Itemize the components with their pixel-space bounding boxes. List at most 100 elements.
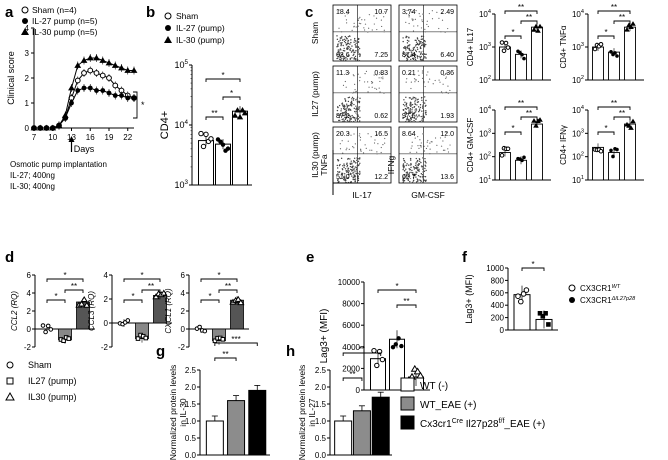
flow-event: [351, 114, 353, 117]
quadrant-value: 65.7: [402, 174, 416, 181]
flow-event: [408, 109, 410, 111]
flow-event: [449, 144, 451, 146]
flow-event: [420, 42, 422, 44]
flow-event: [371, 29, 373, 31]
flow-event: [421, 44, 423, 46]
flow-event: [438, 79, 440, 81]
flow-event: [412, 114, 414, 116]
flow-event: [402, 40, 404, 43]
flow-event: [402, 47, 405, 49]
data-point: [48, 327, 54, 332]
flow-event: [336, 35, 338, 37]
data-point: [106, 75, 112, 81]
y-tick-label: 0.0: [185, 451, 197, 460]
flow-event: [367, 81, 369, 83]
flow-event: [446, 72, 448, 74]
flow-event: [339, 48, 342, 50]
flow-event: [336, 106, 339, 108]
flow-event: [402, 179, 404, 182]
flow-event: [406, 172, 409, 174]
panel-label-b: b: [146, 4, 155, 21]
panel-label-h: h: [286, 343, 295, 360]
flow-event: [343, 108, 346, 111]
flow-event: [415, 39, 417, 42]
flow-event: [418, 110, 420, 113]
series-line: [34, 57, 134, 129]
y-axis-label: CD4+: [159, 111, 171, 139]
annotation: Osmotic pump implantation: [10, 160, 107, 169]
flow-event: [447, 151, 450, 153]
significance-label: ***: [231, 335, 240, 344]
flow-event: [353, 41, 355, 43]
tick-label: 101: [479, 175, 491, 185]
flow-event: [350, 121, 353, 123]
flow-event: [341, 118, 343, 121]
flow-event: [363, 27, 365, 29]
flow-event: [355, 91, 357, 93]
flow-event: [413, 57, 415, 60]
y-axis-label: Lag3+ (MFI): [464, 274, 474, 323]
flow-event: [346, 164, 349, 167]
flow-event: [355, 112, 357, 114]
data-point: [99, 57, 107, 63]
flow-event: [416, 178, 418, 180]
flow-event: [406, 78, 408, 80]
flow-event: [349, 58, 351, 60]
flow-event: [353, 22, 355, 24]
flow-event: [411, 109, 413, 111]
flow-event: [425, 99, 427, 102]
flow-event: [354, 43, 356, 46]
flow-plot: [332, 4, 392, 62]
flow-event: [414, 81, 416, 83]
flow-event: [405, 36, 407, 39]
flow-event: [345, 117, 347, 120]
y-tick-label: 4000: [342, 343, 360, 352]
flow-event: [339, 42, 341, 44]
flow-event: [347, 170, 349, 172]
panel-label-a: a: [5, 4, 14, 21]
flow-event: [413, 117, 415, 119]
tick-label: 105: [174, 59, 188, 70]
flow-event: [342, 118, 345, 120]
flow-event: [352, 74, 354, 76]
legend-marker: [6, 361, 14, 369]
bar: [371, 396, 390, 456]
flow-event: [373, 15, 375, 17]
significance-label: **: [611, 3, 617, 12]
flow-event: [413, 106, 415, 108]
flow-event: [348, 104, 350, 107]
flow-event: [423, 81, 425, 83]
data-point: [609, 148, 613, 153]
flow-event: [356, 101, 359, 104]
flow-event: [436, 11, 438, 13]
row-label: IL27 (pump): [310, 71, 320, 117]
data-point: [592, 46, 598, 52]
flow-event: [406, 163, 408, 165]
significance-label: *: [230, 89, 233, 98]
flow-event: [342, 44, 344, 47]
flow-event: [424, 40, 426, 43]
flow-event: [406, 45, 409, 47]
flow-event: [418, 108, 421, 110]
data-point: [537, 310, 543, 316]
data-point: [135, 336, 141, 341]
flow-event: [413, 96, 416, 99]
flow-event: [406, 46, 409, 49]
flow-event: [414, 58, 417, 61]
flow-event: [344, 176, 346, 179]
flow-event: [353, 37, 356, 40]
data-point: [80, 57, 88, 63]
significance-bracket: [504, 131, 522, 135]
significance-label: **: [518, 3, 524, 12]
flow-event: [337, 173, 339, 175]
y-tick-label: 2.5: [185, 366, 197, 375]
flow-event: [416, 48, 419, 51]
flow-event: [421, 106, 424, 108]
y-axis-label: TNFa: [319, 154, 329, 176]
flow-event: [414, 120, 417, 123]
legend-label: IL-27 pump (n=5): [32, 16, 98, 26]
flow-event: [367, 31, 369, 33]
y-tick-label: 1: [25, 99, 30, 108]
flow-event: [421, 35, 423, 37]
